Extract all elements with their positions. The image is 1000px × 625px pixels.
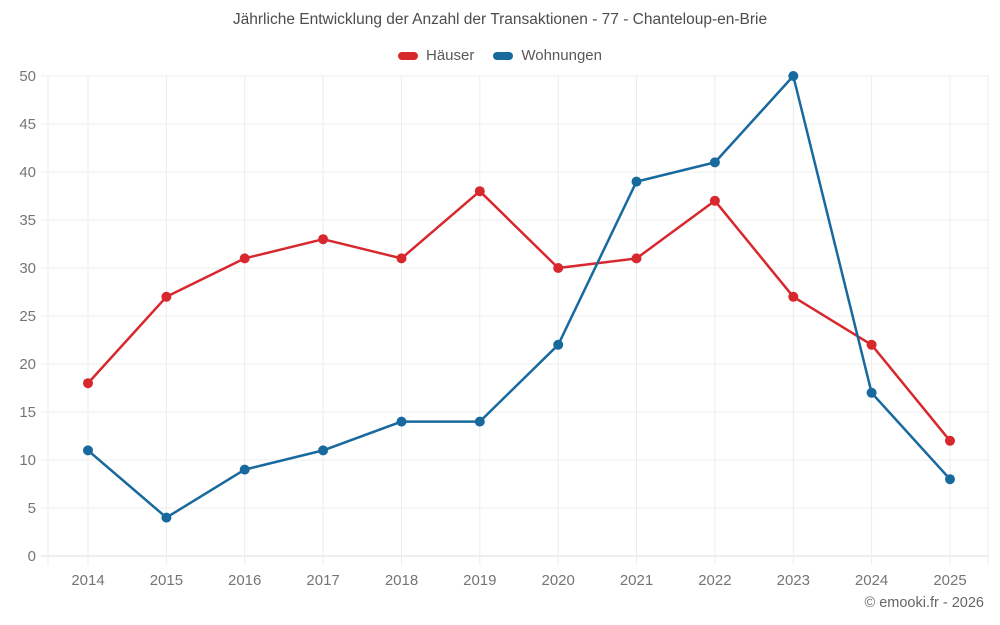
data-point[interactable] [945, 435, 955, 446]
x-tick-label: 2025 [933, 572, 966, 589]
y-tick-label: 0 [28, 548, 36, 565]
y-tick-label: 45 [19, 116, 36, 133]
data-point[interactable] [83, 378, 93, 389]
data-point[interactable] [553, 339, 564, 350]
data-point[interactable] [161, 512, 172, 523]
data-point[interactable] [474, 186, 485, 197]
legend-item-wohnungen[interactable]: Wohnungen [493, 47, 602, 64]
legend-label-haeuser: Häuser [426, 47, 475, 64]
series-line-0 [86, 189, 952, 443]
data-point[interactable] [709, 157, 720, 168]
data-point[interactable] [83, 445, 93, 456]
y-tick-label: 15 [19, 404, 36, 421]
y-tick-label: 50 [19, 68, 36, 85]
x-tick-label: 2018 [385, 572, 418, 589]
data-point[interactable] [788, 71, 799, 81]
data-point[interactable] [631, 253, 642, 264]
data-point[interactable] [709, 195, 720, 206]
legend-item-haeuser[interactable]: Häuser [398, 47, 474, 64]
data-point[interactable] [161, 291, 172, 302]
y-tick-label: 30 [19, 260, 36, 277]
data-point[interactable] [318, 234, 329, 245]
series-line-1 [86, 74, 952, 519]
x-tick-label: 2017 [306, 572, 339, 589]
x-tick-label: 2023 [777, 572, 810, 589]
y-tick-label: 40 [19, 164, 36, 181]
data-point[interactable] [474, 416, 485, 427]
x-tick-label: 2021 [620, 572, 653, 589]
data-point[interactable] [396, 253, 407, 264]
legend: Häuser Wohnungen [0, 47, 1000, 64]
x-tick-label: 2019 [463, 572, 496, 589]
data-point[interactable] [396, 416, 407, 427]
legend-swatch-haeuser-icon [398, 51, 418, 60]
data-point[interactable] [945, 474, 955, 485]
x-tick-label: 2020 [542, 572, 575, 589]
data-point[interactable] [631, 176, 642, 187]
data-point[interactable] [239, 464, 250, 475]
x-tick-label: 2022 [698, 572, 731, 589]
legend-swatch-wohnungen-icon [493, 51, 514, 60]
y-tick-label: 5 [28, 500, 36, 517]
y-tick-label: 10 [19, 452, 36, 469]
data-point[interactable] [318, 445, 329, 456]
y-tick-label: 20 [19, 356, 36, 373]
copyright-footer: © emooki.fr - 2026 [864, 595, 984, 611]
x-tick-label: 2014 [71, 572, 104, 589]
y-tick-label: 35 [19, 212, 36, 229]
data-point[interactable] [866, 387, 877, 398]
data-point[interactable] [866, 339, 877, 350]
data-point[interactable] [788, 291, 799, 302]
x-tick-label: 2016 [228, 572, 261, 589]
y-tick-label: 25 [19, 308, 36, 325]
chart-title: Jährliche Entwicklung der Anzahl der Tra… [232, 11, 768, 28]
x-tick-label: 2015 [150, 572, 183, 589]
data-point[interactable] [239, 253, 250, 264]
x-tick-label: 2024 [855, 572, 888, 589]
data-point[interactable] [553, 263, 564, 273]
legend-label-wohnungen: Wohnungen [521, 47, 602, 64]
